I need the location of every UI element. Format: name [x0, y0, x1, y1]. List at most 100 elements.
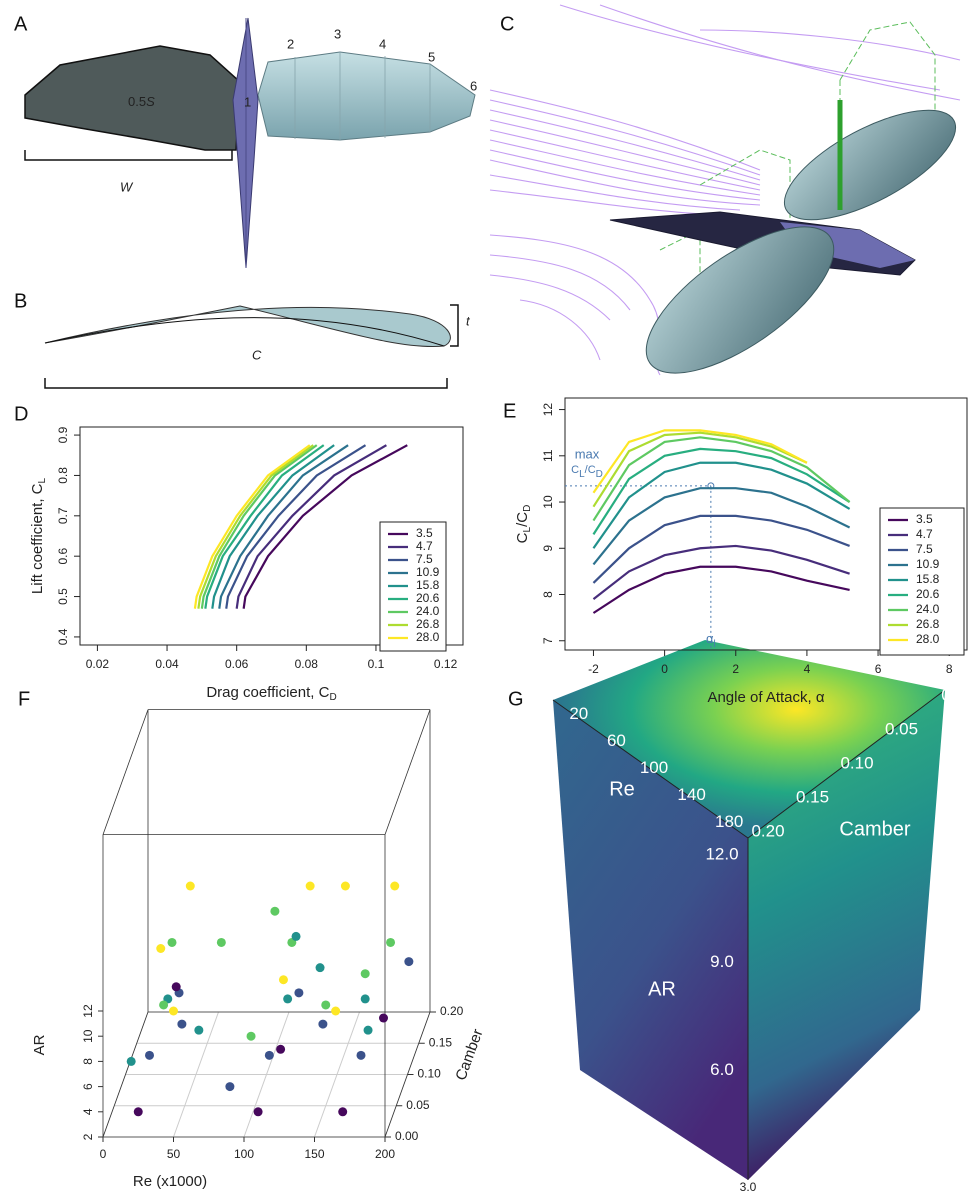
legend-label: 20.6 — [916, 587, 940, 601]
series-line — [205, 445, 323, 609]
x-tick-label: 0.12 — [434, 657, 458, 671]
panel-b: B t C — [14, 290, 471, 388]
y-tick-label: 0.00 — [395, 1129, 419, 1143]
z-tick-label: 12.0 — [705, 844, 738, 863]
data-point — [168, 938, 177, 947]
x-tick-label: 0.02 — [86, 657, 110, 671]
data-point — [294, 988, 303, 997]
legend-label: 28.0 — [416, 630, 440, 644]
legend-label: 10.9 — [416, 565, 440, 579]
label-part: Angle of Attack, α — [707, 689, 824, 706]
z-tick-label: 4 — [81, 1108, 95, 1115]
legend-label: 26.8 — [416, 617, 440, 631]
data-point — [338, 1107, 347, 1116]
y-tick-label: 0.20 — [751, 821, 784, 840]
panel-letter: C — [500, 13, 514, 35]
z-tick-label: 6.0 — [710, 1060, 734, 1079]
data-point — [292, 932, 301, 941]
x-tick-label: 2 — [732, 662, 739, 676]
area-label: 0.5S — [128, 94, 155, 109]
x-tick-label: 8 — [946, 662, 953, 676]
thickness-bracket — [450, 305, 458, 346]
box-edge — [385, 710, 430, 835]
legend-label: 20.6 — [416, 591, 440, 605]
data-point — [127, 1057, 136, 1066]
section-label: 5 — [428, 49, 435, 64]
data-point — [265, 1051, 274, 1060]
legend-label: 4.7 — [916, 527, 933, 541]
area-symbol: S — [146, 94, 155, 109]
data-point — [217, 938, 226, 947]
x-tick-label: 6 — [875, 662, 882, 676]
airfoil — [45, 306, 450, 347]
y-axis-label: Camber — [452, 1027, 486, 1083]
y-axis-label: Camber — [839, 818, 910, 840]
y-tick-label: 0.9 — [56, 426, 70, 443]
data-point — [225, 1082, 234, 1091]
y-tick-label: 0.4 — [56, 628, 70, 645]
legend-label: 3.5 — [916, 512, 933, 526]
z-tick-label: 6 — [81, 1083, 95, 1090]
legend-label: 28.0 — [916, 632, 940, 646]
label-part: /C — [514, 512, 531, 527]
data-point — [279, 975, 288, 984]
data-point — [134, 1107, 143, 1116]
data-point — [254, 1107, 263, 1116]
legend-label: 15.8 — [916, 572, 940, 586]
data-point — [318, 1020, 327, 1029]
panel-letter: G — [508, 688, 524, 710]
box-edge — [103, 710, 148, 835]
data-point — [390, 882, 399, 891]
data-point — [386, 938, 395, 947]
y-tick-label: 7 — [541, 637, 555, 644]
x-tick-label: 140 — [677, 785, 705, 804]
data-point — [194, 1026, 203, 1035]
data-point — [186, 882, 195, 891]
y-tick-label: 0.7 — [56, 507, 70, 524]
data-point — [321, 1000, 330, 1009]
y-tick-label: 0.10 — [418, 1067, 442, 1081]
x-tick-label: 0.06 — [225, 657, 249, 671]
x-tick-label: 150 — [304, 1147, 324, 1161]
x-tick-label: 0.04 — [155, 657, 179, 671]
data-point — [357, 1051, 366, 1060]
subscript: D — [522, 505, 533, 512]
x-tick-label: 100 — [234, 1147, 254, 1161]
data-point — [361, 994, 370, 1003]
panel-letter: F — [18, 688, 30, 710]
data-point — [361, 969, 370, 978]
area-value: 0.5 — [128, 94, 146, 109]
series-line — [593, 546, 849, 599]
subscript: L — [37, 477, 48, 483]
legend-label: 15.8 — [416, 578, 440, 592]
label-part: C — [571, 464, 579, 476]
legend-label: 7.5 — [916, 542, 933, 556]
x-tick-label: -2 — [588, 662, 599, 676]
label-part: Drag coefficient, C — [206, 684, 329, 701]
y-tick-label: 0.05 — [406, 1098, 430, 1112]
panel-letter: B — [14, 290, 27, 312]
data-point — [156, 944, 165, 953]
z-tick-label: 9.0 — [710, 952, 734, 971]
span-bracket — [25, 150, 232, 160]
y-tick-label: 8 — [541, 591, 555, 598]
section-label: 4 — [379, 36, 386, 51]
panel-a: A 0.5S W 1 2 3 4 5 6 — [14, 13, 477, 268]
z-tick-label: 3.0 — [740, 1180, 757, 1194]
data-point — [169, 1007, 178, 1016]
y-axis-label: Lift coefficient, CL — [29, 477, 48, 594]
y-tick-label: 0.05 — [885, 719, 918, 738]
legend-label: 10.9 — [916, 557, 940, 571]
z-tick-label: 2 — [81, 1133, 95, 1140]
wing-upper — [769, 89, 970, 242]
legend-label: 4.7 — [416, 539, 433, 553]
section-label: 2 — [287, 36, 294, 51]
x-tick-label: 200 — [375, 1147, 395, 1161]
x-tick-label: 180 — [715, 812, 743, 831]
figure: A 0.5S W 1 2 3 4 5 6 B t C C — [0, 0, 970, 1194]
series-line — [593, 463, 849, 549]
series-line — [593, 516, 849, 583]
data-point — [177, 1020, 186, 1029]
panel-c: C — [490, 5, 970, 400]
y-tick-label: 0 — [941, 685, 950, 704]
